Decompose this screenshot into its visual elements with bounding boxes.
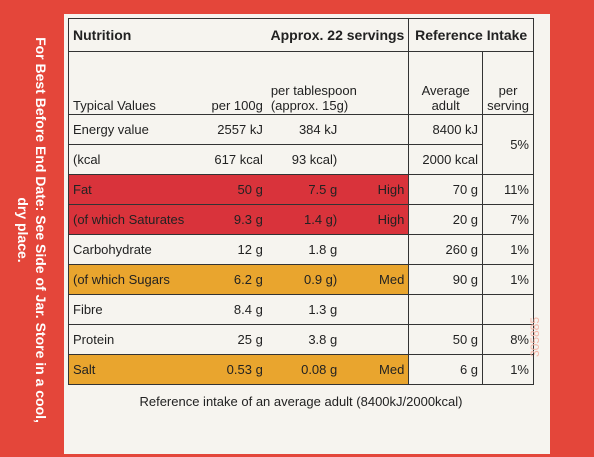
code: 305885 xyxy=(528,316,543,358)
nutrient-row: Salt 0.53 g 0.08 g Med 6 g 1% xyxy=(68,354,534,385)
level xyxy=(341,324,410,355)
level: High xyxy=(341,204,410,235)
nutrient: (kcal xyxy=(68,144,189,175)
per-100g: 50 g xyxy=(188,174,267,205)
per-portion: 384 kJ xyxy=(266,114,342,145)
level: Med xyxy=(341,264,410,295)
per-portion: 7.5 g xyxy=(266,174,342,205)
col-ri-percent: per serving xyxy=(482,51,534,115)
nutrient: Protein xyxy=(68,324,189,355)
nutrient: (of which Sugars xyxy=(68,264,189,295)
per-portion: 3.8 g xyxy=(266,324,342,355)
ri-amount xyxy=(408,294,484,325)
per-100g: 8.4 g xyxy=(188,294,267,325)
per-100g: 2557 kJ xyxy=(188,114,267,145)
level xyxy=(341,294,410,325)
nutrient: Salt xyxy=(68,354,189,385)
nutrient: Carbohydrate xyxy=(68,234,189,265)
level xyxy=(341,144,410,175)
per-portion: 1.4 g) xyxy=(266,204,342,235)
reference: Reference Intake xyxy=(408,18,534,52)
ri-percent: 1% xyxy=(482,234,534,265)
ri-percent: 1% xyxy=(482,264,534,295)
per-100g: 617 kcal xyxy=(188,144,267,175)
nutrient: (of which Saturates xyxy=(68,204,189,235)
ri-amount: 2000 kcal xyxy=(408,144,484,175)
footer: Reference intake of an average adult (84… xyxy=(139,393,463,409)
col-ri: Average adult xyxy=(408,51,484,115)
ri-amount: 6 g xyxy=(408,354,484,385)
nutrient-row: Fat 50 g 7.5 g High 70 g 11% xyxy=(68,174,534,205)
per-100g: 12 g xyxy=(188,234,267,265)
side-note: For Best Before End Date: See Side of Ja… xyxy=(15,37,49,423)
ri-percent: 5% xyxy=(482,114,534,175)
nutrient-row: Energy value 2557 kJ 384 kJ 8400 kJ 5% xyxy=(68,114,534,175)
nutrient-row: (of which Saturates 9.3 g 1.4 g) High 20 g 7% xyxy=(68,204,534,235)
ri-percent: 7% xyxy=(482,204,534,235)
level xyxy=(341,114,410,145)
per-100g: 25 g xyxy=(188,324,267,355)
level: Med xyxy=(341,354,410,385)
ri-amount: 260 g xyxy=(408,234,484,265)
ri-percent: 11% xyxy=(482,174,534,205)
servings: Approx. 22 servings xyxy=(188,18,410,52)
title: Nutrition xyxy=(68,18,189,52)
per-100g: 0.53 g xyxy=(188,354,267,385)
nutrient-row: (of which Sugars 6.2 g 0.9 g) Med 90 g 1% xyxy=(68,264,534,295)
nutrient-row: Fibre 8.4 g 1.3 g xyxy=(68,294,534,325)
nutrition-panel: Nutrition Approx. 22 servings Reference … xyxy=(64,14,550,454)
per-portion: 1.8 g xyxy=(266,234,342,265)
col-typical: Typical Values xyxy=(68,51,189,115)
col-per100g: per 100g xyxy=(188,51,267,115)
nutrient-row: Protein 25 g 3.8 g 50 g 8% xyxy=(68,324,534,355)
ri-percent xyxy=(482,294,534,325)
nutrient: Energy value xyxy=(68,114,189,145)
ri-amount: 90 g xyxy=(408,264,484,295)
ri-amount: 50 g xyxy=(408,324,484,355)
nutrient: Fat xyxy=(68,174,189,205)
per-100g: 6.2 g xyxy=(188,264,267,295)
ri-percent: 1% xyxy=(482,354,534,385)
level: High xyxy=(341,174,410,205)
ri-percent: 8% xyxy=(482,324,534,355)
per-portion: 0.08 g xyxy=(266,354,342,385)
per-portion: 0.9 g) xyxy=(266,264,342,295)
ri-amount: 70 g xyxy=(408,174,484,205)
nutrient-row: Carbohydrate 12 g 1.8 g 260 g 1% xyxy=(68,234,534,265)
level xyxy=(341,234,410,265)
nutrient-row: (kcal 617 kcal 93 kcal) 2000 kcal xyxy=(68,144,534,175)
per-100g: 9.3 g xyxy=(188,204,267,235)
per-portion: 1.3 g xyxy=(266,294,342,325)
ri-amount: 8400 kJ xyxy=(408,114,484,145)
col-portion: per tablespoon (approx. 15g) xyxy=(266,51,409,115)
per-portion: 93 kcal) xyxy=(266,144,342,175)
ri-amount: 20 g xyxy=(408,204,484,235)
footer-row: Reference intake of an average adult (84… xyxy=(69,385,534,418)
nutrition-table: Nutrition Approx. 22 servings Reference … xyxy=(68,18,534,417)
nutrient: Fibre xyxy=(68,294,189,325)
